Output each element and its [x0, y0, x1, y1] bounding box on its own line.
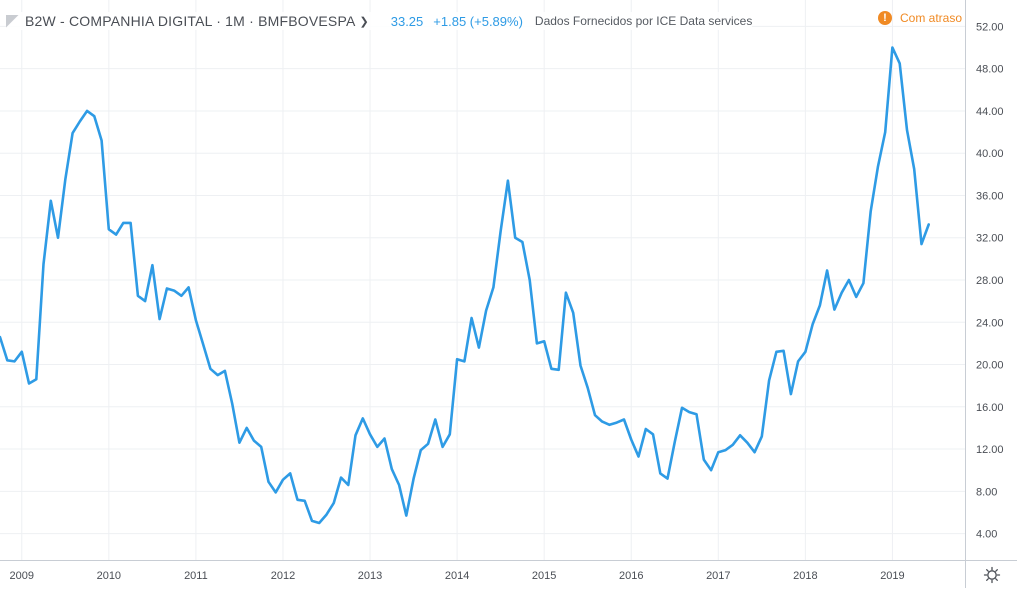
chart-settings-button[interactable]	[965, 560, 1017, 588]
series-layer	[0, 46, 931, 525]
y-tick-label: 12.00	[976, 444, 1004, 456]
y-tick-label: 36.00	[976, 190, 1004, 202]
symbol-color-marker	[6, 14, 19, 28]
delayed-data-indicator[interactable]: ! Com atraso	[878, 11, 962, 25]
price-axis[interactable]: 4.00 8.00 12.00 16.00 20.00 24.00 28.00 32.00 36…	[965, 0, 1017, 560]
x-tick-label: 2014	[445, 570, 469, 582]
gear-icon	[983, 566, 1001, 583]
chart-pane[interactable]: B2W - COMPANHIA DIGITAL · 1M · BMFBOVESP…	[0, 0, 965, 560]
x-tick-label: 2018	[793, 570, 817, 582]
time-axis[interactable]: 2009 2010 2011 2012 2013 2014 2015 2016 2017 2018…	[0, 560, 965, 588]
symbol-legend[interactable]: B2W - COMPANHIA DIGITAL · 1M · BMFBOVESP…	[6, 12, 753, 30]
price-series-line	[0, 46, 931, 525]
y-tick-label: 48.00	[976, 64, 1004, 76]
y-tick-label: 8.00	[976, 486, 997, 498]
price-change: +1.85 (+5.89%)	[433, 13, 523, 29]
delay-label: Com atraso	[900, 11, 963, 25]
x-tick-label: 2016	[619, 570, 643, 582]
price-chart[interactable]	[0, 0, 965, 560]
x-tick-label: 2013	[358, 570, 382, 582]
y-tick-label: 24.00	[976, 317, 1004, 329]
data-provider-label: Dados Fornecidos por ICE Data services	[534, 14, 753, 28]
y-tick-label: 44.00	[976, 106, 1004, 118]
x-tick-label: 2010	[97, 570, 121, 582]
x-tick-label: 2019	[880, 570, 904, 582]
last-value: 33.25	[390, 13, 424, 29]
x-tick-label: 2017	[706, 570, 730, 582]
chevron-down-icon[interactable]: ❯	[359, 15, 369, 28]
y-tick-label: 4.00	[976, 529, 997, 541]
x-tick-label: 2011	[184, 570, 208, 582]
y-tick-label: 20.00	[976, 360, 1004, 372]
y-tick-label: 16.00	[976, 402, 1004, 414]
alert-icon: !	[878, 11, 892, 25]
x-tick-label: 2015	[532, 570, 556, 582]
time-axis-labels: 2009 2010 2011 2012 2013 2014 2015 2016 2017 2018…	[10, 570, 905, 582]
x-tick-label: 2012	[271, 570, 295, 582]
y-tick-label: 28.00	[976, 275, 1004, 287]
grid	[0, 0, 965, 560]
y-tick-label: 40.00	[976, 148, 1004, 160]
y-tick-label: 52.00	[976, 21, 1004, 33]
price-axis-labels: 4.00 8.00 12.00 16.00 20.00 24.00 28.00 32.00 36…	[976, 21, 1004, 541]
x-tick-label: 2009	[10, 570, 34, 582]
symbol-title[interactable]: B2W - COMPANHIA DIGITAL · 1M · BMFBOVESP…	[25, 13, 356, 29]
y-tick-label: 32.00	[976, 233, 1004, 245]
